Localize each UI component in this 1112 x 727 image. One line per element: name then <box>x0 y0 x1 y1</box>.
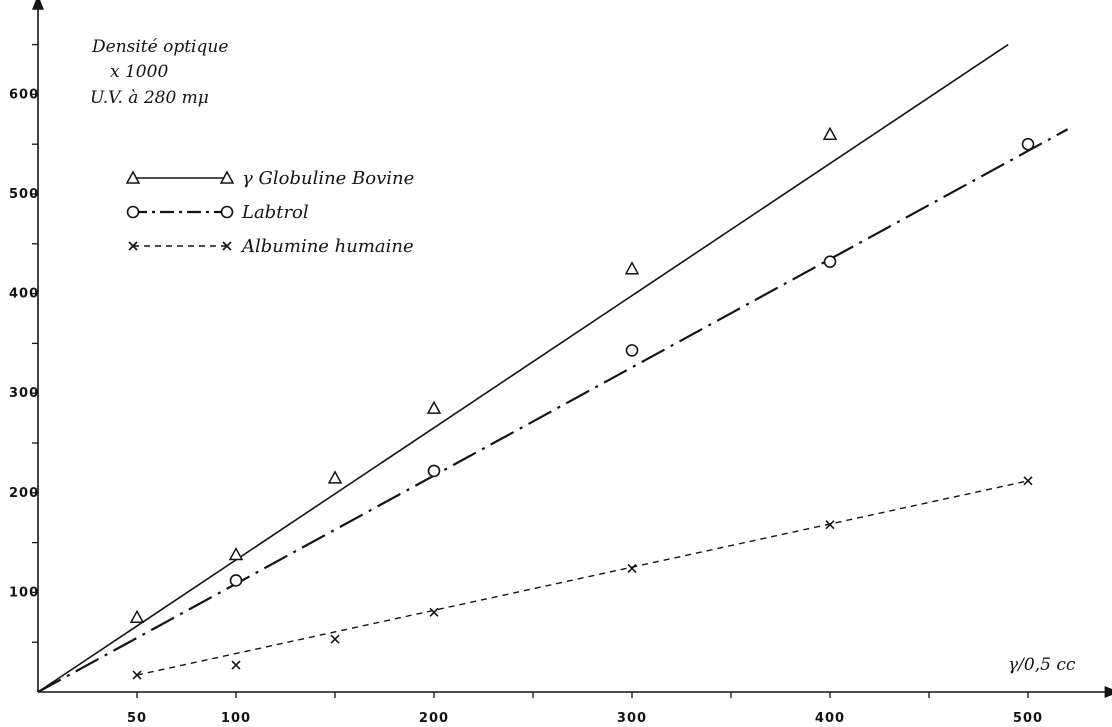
data-point <box>427 464 441 478</box>
legend-marker <box>220 205 234 219</box>
data-point <box>1021 137 1035 151</box>
data-point <box>330 634 340 644</box>
data-point <box>132 670 142 680</box>
legend-label: γ Globuline Bovine <box>242 168 414 189</box>
data-point <box>129 609 145 624</box>
data-point <box>822 126 838 140</box>
legend-marker <box>222 241 232 251</box>
x-tick-label: 300 <box>617 711 647 726</box>
data-point <box>823 255 837 269</box>
x-axis-label: γ/0,5 cc <box>1008 655 1076 675</box>
legend-marker <box>125 170 141 184</box>
tick-marks <box>32 43 1029 698</box>
data-point <box>426 400 442 414</box>
legend-entry: γ Globuline Bovine <box>125 168 414 189</box>
data-point <box>228 546 244 561</box>
legend-marker-stroke <box>128 241 138 251</box>
data-point <box>231 660 241 670</box>
series-line <box>37 128 1069 693</box>
data-point <box>327 470 343 484</box>
series-line <box>37 43 1009 693</box>
y-axis-label-line: Densité optique <box>91 37 228 57</box>
legend-marker-stroke <box>222 241 232 251</box>
legend-marker <box>126 205 140 219</box>
axis-labels: 50 100 200 300 400 500 100 200 300 400 500 600 Densi… <box>9 37 1076 726</box>
data-point-stroke <box>627 563 637 574</box>
y-axis-arrow <box>32 0 44 10</box>
x-axis-arrow <box>1104 686 1112 698</box>
data-point-stroke <box>429 607 439 617</box>
data-point-stroke <box>1023 476 1033 486</box>
legend-entry: Albumine humaine <box>128 236 414 257</box>
data-point <box>229 574 243 587</box>
y-axis-label-line: U.V. à 280 mμ <box>90 88 209 108</box>
x-tick-label: 200 <box>419 711 449 726</box>
y-tick-label: 300 <box>9 386 39 401</box>
legend: γ Globuline Bovine Labtrol Albumine humain… <box>125 168 414 257</box>
x-tick-label: 100 <box>221 711 251 726</box>
y-tick-label: 100 <box>9 585 39 600</box>
series-line <box>136 480 1029 676</box>
legend-marker <box>128 241 138 251</box>
data-point-stroke <box>825 520 835 530</box>
series-lines <box>37 43 1069 693</box>
y-tick-label: 200 <box>9 486 39 501</box>
x-tick-label: 400 <box>815 711 845 726</box>
data-point-stroke <box>231 660 241 670</box>
data-point <box>625 344 639 357</box>
y-tick-label: 400 <box>9 287 39 302</box>
y-tick-label: 600 <box>9 87 39 102</box>
y-axis-label-line: x 1000 <box>110 62 168 82</box>
series-markers <box>129 126 1035 680</box>
data-point <box>627 563 637 574</box>
legend-marker <box>219 170 235 184</box>
x-tick-label: 500 <box>1013 711 1043 726</box>
data-point <box>825 520 835 530</box>
y-tick-label: 500 <box>9 187 39 202</box>
legend-entry: Labtrol <box>126 202 309 223</box>
legend-label: Albumine humaine <box>240 236 414 257</box>
data-point <box>624 261 640 275</box>
legend-label: Labtrol <box>241 202 309 223</box>
data-point-stroke <box>132 670 142 680</box>
data-point <box>429 607 439 617</box>
x-tick-label: 50 <box>127 711 147 726</box>
data-point-stroke <box>330 634 340 644</box>
axes <box>32 0 1112 698</box>
data-point <box>1023 476 1033 486</box>
